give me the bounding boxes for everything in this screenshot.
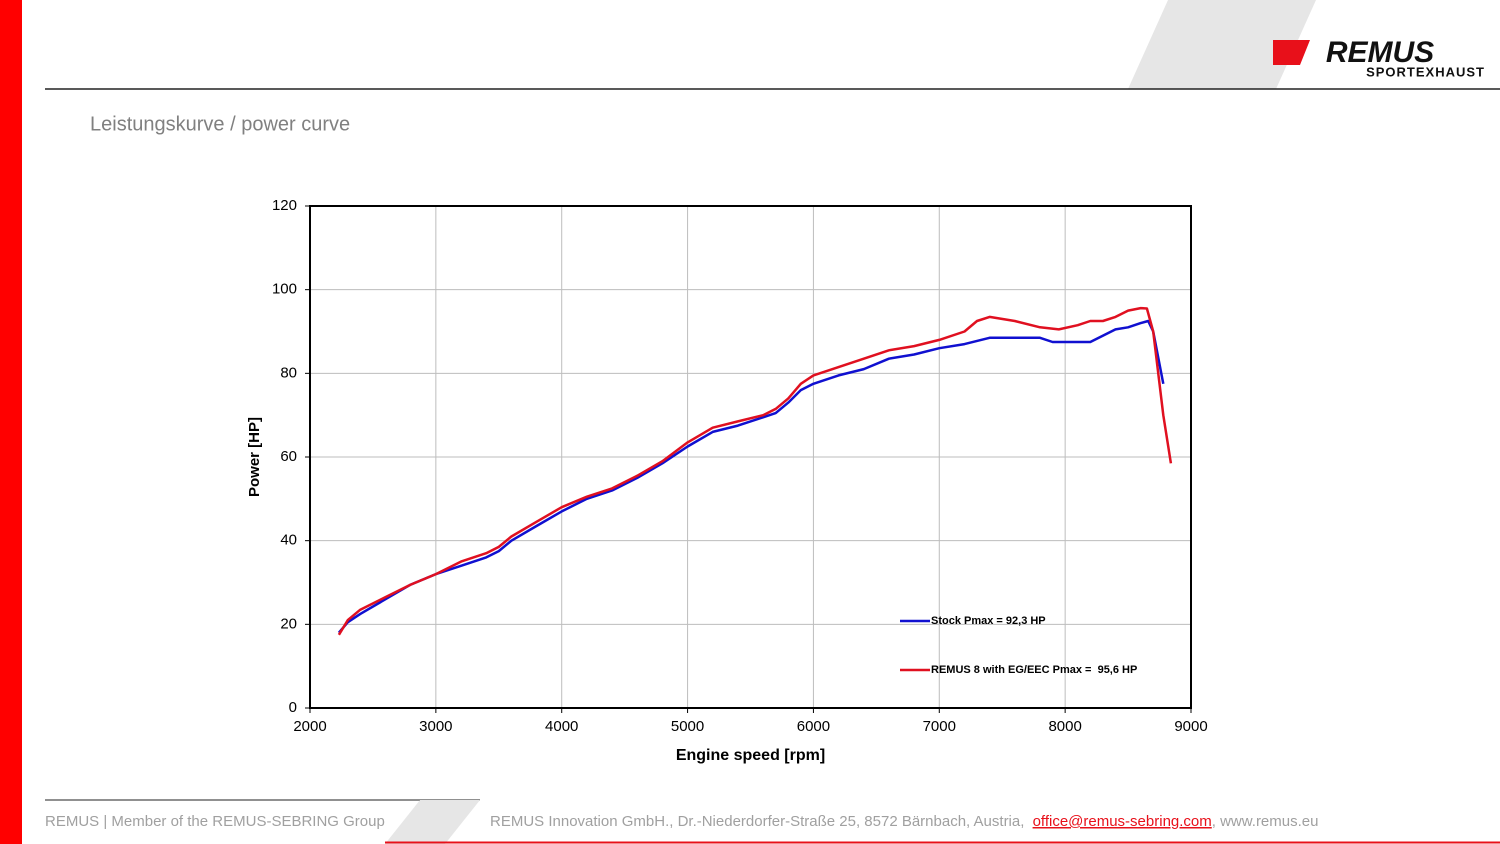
footer-shape: [385, 800, 480, 844]
y-axis-label: Power [HP]: [246, 417, 263, 497]
footer-left: REMUS | Member of the REMUS-SEBRING Grou…: [45, 813, 385, 830]
x-axis-label: Engine speed [rpm]: [676, 747, 825, 764]
x-tick-label: 2000: [293, 718, 326, 735]
side-bar: [0, 0, 22, 844]
heading: Leistungskurve / power curve: [90, 113, 350, 135]
y-tick-label: 0: [289, 699, 297, 716]
logo-sub: SPORTEXHAUST: [1366, 64, 1485, 79]
y-tick-label: 100: [272, 281, 297, 298]
x-tick-label: 7000: [923, 718, 956, 735]
header-shape: [1128, 0, 1316, 89]
y-tick-label: 40: [280, 532, 297, 549]
footer-web: , www.remus.eu: [1212, 813, 1319, 830]
x-tick-label: 6000: [797, 718, 830, 735]
y-tick-label: 20: [280, 615, 297, 632]
logo-mark: [1273, 40, 1310, 65]
x-tick-label: 3000: [419, 718, 452, 735]
logo: REMUS: [1326, 36, 1434, 69]
footer-address: REMUS Innovation GmbH., Dr.-Niederdorfer…: [490, 813, 1024, 830]
footer-email[interactable]: office@remus-sebring.com: [1033, 813, 1212, 830]
plot-frame: [309, 205, 1192, 709]
x-tick-label: 5000: [671, 718, 704, 735]
x-tick-label: 4000: [545, 718, 578, 735]
legend-label: REMUS 8 with EG/EEC Pmax = 95,6 HP: [931, 664, 1137, 676]
footer-right: REMUS Innovation GmbH., Dr.-Niederdorfer…: [490, 813, 1318, 830]
y-tick-label: 80: [280, 364, 297, 381]
series-line: [337, 319, 1165, 634]
legend-label: Stock Pmax = 92,3 HP: [931, 615, 1046, 627]
series-line: [337, 306, 1173, 636]
x-tick-label: 9000: [1174, 718, 1207, 735]
chart: 0 20 40 60 80 100 120 2000 3000 4000 5000 6000 7000 8…: [246, 197, 1208, 764]
x-tick-label: 8000: [1048, 718, 1081, 735]
y-tick-label: 60: [280, 448, 297, 465]
y-tick-label: 120: [272, 197, 297, 214]
